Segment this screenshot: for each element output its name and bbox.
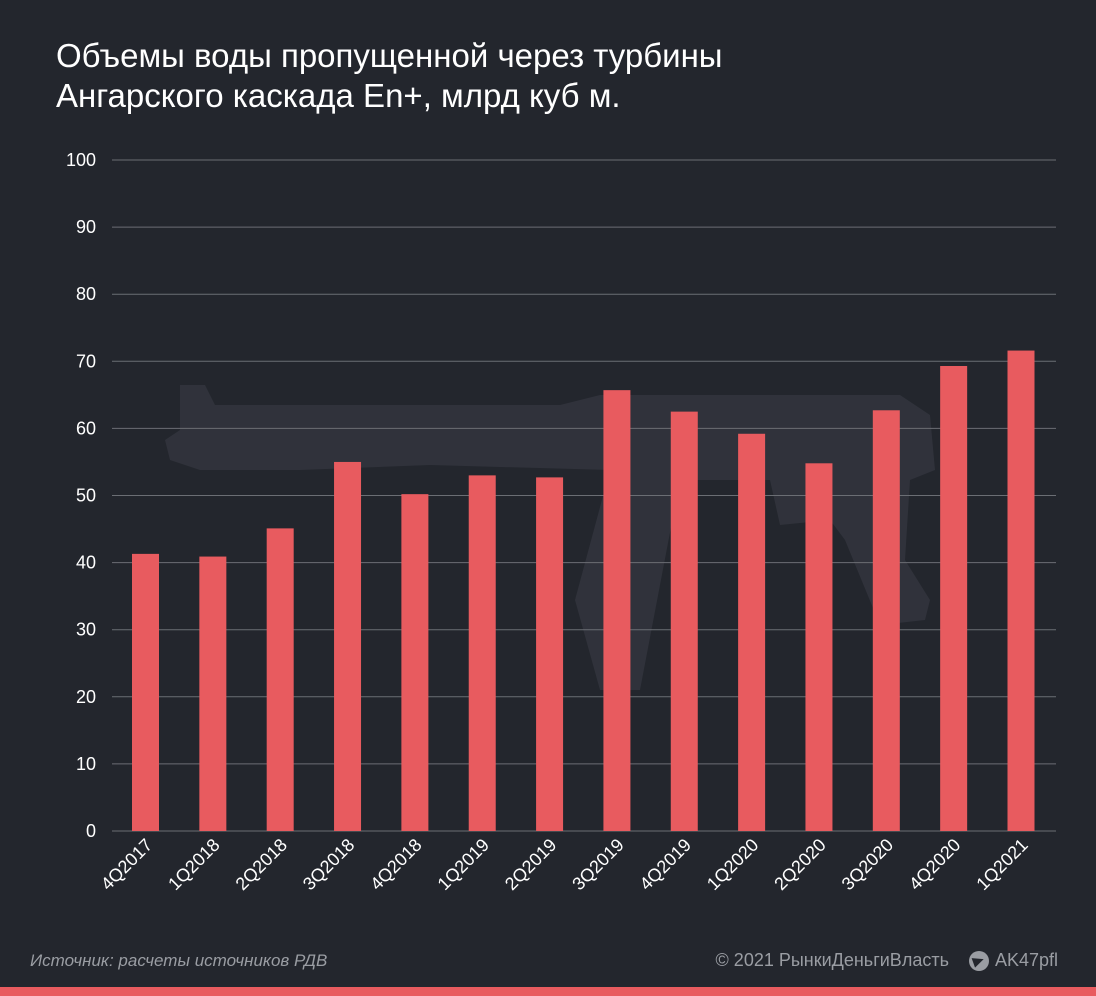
- y-tick-label: 80: [76, 284, 96, 304]
- y-tick-label: 60: [76, 418, 96, 438]
- bar: [1007, 350, 1035, 831]
- x-tick-label: 1Q2019: [434, 835, 493, 894]
- x-tick-label: 4Q2019: [636, 835, 695, 894]
- bar: [670, 411, 698, 831]
- x-tick-label: 2Q2018: [232, 835, 291, 894]
- bar: [603, 390, 631, 831]
- telegram-icon: [968, 950, 989, 971]
- bar: [401, 494, 429, 831]
- x-tick-label: 4Q2020: [905, 835, 964, 894]
- bottom-accent-strip: [0, 987, 1096, 996]
- y-tick-label: 100: [66, 150, 96, 170]
- x-tick-label: 1Q2018: [164, 835, 223, 894]
- x-tick-label: 4Q2018: [366, 835, 425, 894]
- y-tick-label: 50: [76, 486, 96, 506]
- x-tick-label: 1Q2020: [703, 835, 762, 894]
- bar: [738, 433, 766, 831]
- y-tick-label: 0: [86, 821, 96, 841]
- bar: [266, 528, 294, 831]
- y-tick-label: 20: [76, 687, 96, 707]
- channel-handle: AK47pfl: [994, 950, 1058, 970]
- chart-title-line-2: Ангарского каскада En+, млрд куб м.: [56, 77, 621, 114]
- credits: © 2021 РынкиДеньгиВласть AK47pfl: [716, 950, 1058, 971]
- source-note: Источник: расчеты источников РДВ: [30, 951, 328, 970]
- x-tick-label: 2Q2020: [770, 835, 829, 894]
- bar: [334, 461, 362, 831]
- bar: [940, 365, 968, 831]
- x-tick-label: 3Q2018: [299, 835, 358, 894]
- y-tick-label: 70: [76, 351, 96, 371]
- x-tick-label: 3Q2020: [838, 835, 897, 894]
- bar: [805, 463, 833, 831]
- x-tick-label: 4Q2017: [97, 835, 156, 894]
- y-tick-label: 90: [76, 217, 96, 237]
- bar: [468, 475, 496, 831]
- bar: [132, 553, 159, 831]
- y-tick-label: 40: [76, 553, 96, 573]
- chart-title: Объемы воды пропущенной через турбины Ан…: [56, 36, 1056, 116]
- y-tick-label: 10: [76, 754, 96, 774]
- x-tick-label: 1Q2021: [972, 835, 1031, 894]
- copyright-text: © 2021 РынкиДеньгиВласть: [715, 950, 949, 970]
- x-tick-label: 2Q2019: [501, 835, 560, 894]
- bar: [536, 477, 564, 831]
- bar: [199, 556, 227, 831]
- chart-title-line-1: Объемы воды пропущенной через турбины: [56, 37, 723, 74]
- bar: [872, 410, 900, 831]
- y-tick-label: 30: [76, 620, 96, 640]
- x-tick-label: 3Q2019: [568, 835, 627, 894]
